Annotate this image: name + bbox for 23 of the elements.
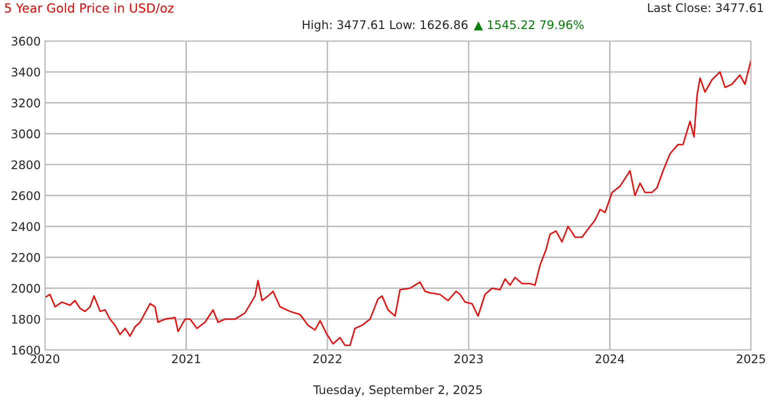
y-tick-label: 2400 — [12, 222, 40, 232]
y-tick-label: 2000 — [12, 284, 40, 293]
x-tick-label: 2023 — [454, 354, 483, 364]
y-tick-label: 3200 — [12, 98, 40, 108]
x-tick-label: 2021 — [172, 354, 200, 364]
y-tick-label: 2600 — [12, 191, 40, 200]
y-tick-label: 2800 — [12, 160, 40, 170]
text: Last Close: 3477.61 — [648, 3, 763, 12]
text: ▲ 1545.22 79.96% — [474, 20, 584, 30]
chart-subtitle: High: 3477.61 Low: 1626.86 — [302, 20, 468, 32]
y-tick-label: 3000 — [12, 129, 40, 138]
y-tick-label: 3600 — [12, 36, 40, 46]
x-axis-title: Tuesday, September 2, 2025 — [313, 385, 482, 396]
x-tick-label: 2020 — [30, 354, 60, 364]
y-tick-label: 3400 — [12, 68, 40, 77]
y-tick-label: 1800 — [12, 314, 40, 324]
y-tick-label: 1600 — [12, 346, 40, 355]
x-tick-label: 2025 — [736, 354, 765, 364]
line-series — [45, 59, 751, 346]
x-tick-label: 2022 — [313, 354, 342, 364]
x-tick-label: 2024 — [596, 354, 624, 364]
y-tick-label: 2200 — [12, 253, 40, 262]
chart-title: 5 Year Gold Price in USD/oz — [4, 3, 174, 14]
